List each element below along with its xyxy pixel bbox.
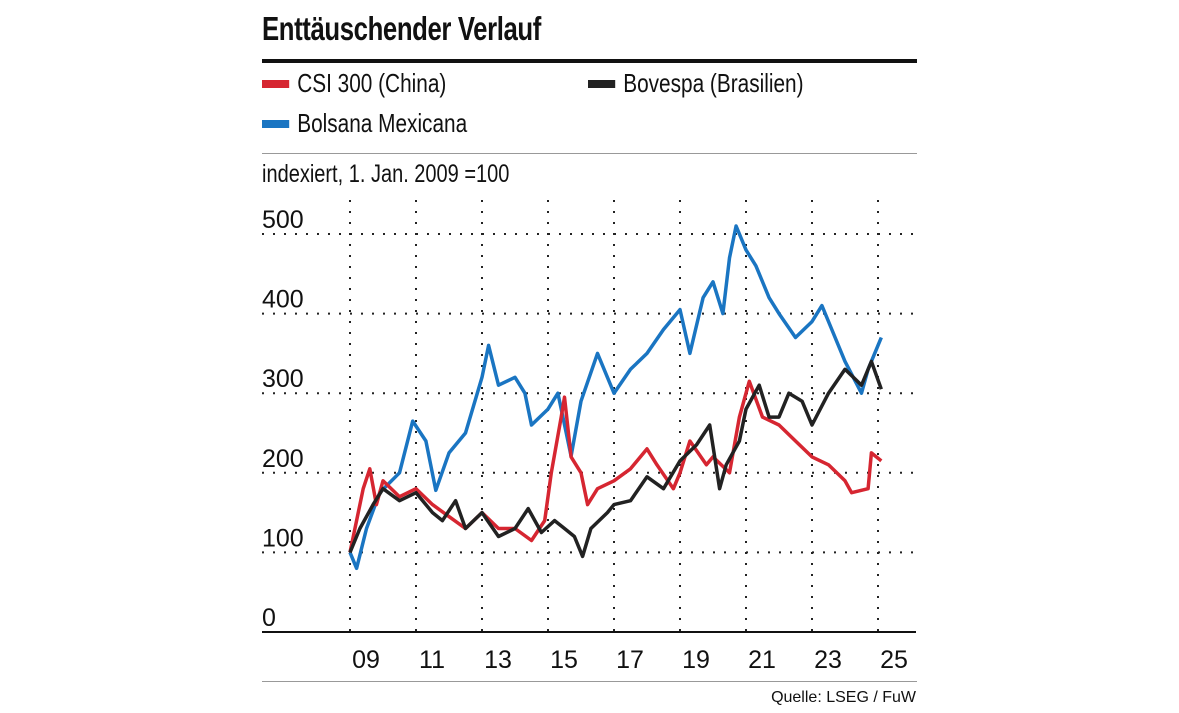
legend-item-bolsa: Bolsana Mexicana [262, 108, 467, 139]
y-tick-label: 400 [262, 286, 304, 314]
x-tick-label: 13 [484, 646, 512, 674]
series-line-bovespa-brasilien [348, 359, 883, 559]
y-tick-label: 100 [262, 524, 304, 552]
series-line-bolsana-mexicana [348, 224, 883, 571]
legend-divider [262, 153, 917, 154]
x-tick-label: 15 [550, 646, 578, 674]
legend-label: Bovespa (Brasilien) [623, 68, 804, 98]
chart-subtitle: indexiert, 1. Jan. 2009 =100 [262, 160, 510, 188]
chart-title: Enttäuschender Verlauf [262, 10, 541, 47]
legend-label: Bolsana Mexicana [297, 108, 468, 138]
legend-label: CSI 300 (China) [297, 68, 447, 98]
legend-item-csi300: CSI 300 (China) [262, 68, 446, 99]
legend-swatch [588, 79, 616, 88]
series-line-csi-300-china [348, 379, 883, 553]
x-tick-label: 09 [352, 646, 380, 674]
x-tick-label: 23 [814, 646, 842, 674]
x-tick-label: 17 [616, 646, 644, 674]
y-tick-label: 300 [262, 365, 304, 393]
x-tick-label: 21 [748, 646, 776, 674]
footer-divider [262, 681, 917, 682]
legend-item-bovespa: Bovespa (Brasilien) [588, 68, 804, 99]
legend-swatch [262, 79, 290, 88]
x-tick-label: 25 [880, 646, 908, 674]
x-tick-label: 11 [419, 646, 445, 674]
source-note: Quelle: LSEG / FuW [771, 689, 916, 706]
y-tick-label: 500 [262, 206, 304, 234]
title-rule [262, 59, 917, 63]
legend-swatch [262, 119, 290, 128]
y-tick-label: 200 [262, 445, 304, 473]
y-tick-label: 0 [262, 604, 276, 632]
x-tick-label: 19 [682, 646, 710, 674]
